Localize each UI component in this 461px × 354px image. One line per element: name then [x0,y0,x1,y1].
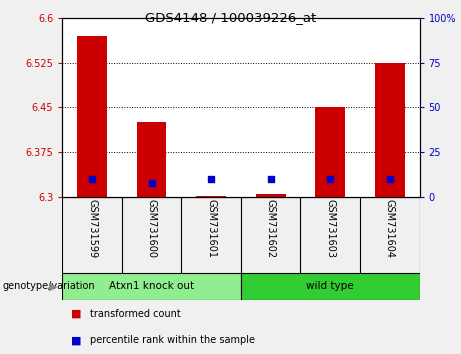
Text: percentile rank within the sample: percentile rank within the sample [90,335,255,346]
Bar [196,196,226,197]
Point [207,176,215,182]
Bar [77,36,107,197]
Bar [375,63,405,197]
Text: Atxn1 knock out: Atxn1 knock out [109,281,194,291]
Text: GSM731601: GSM731601 [206,199,216,258]
Text: GSM731600: GSM731600 [147,199,157,258]
Bar [136,122,166,197]
Point [89,176,96,182]
Text: ■: ■ [71,335,82,346]
Bar [62,273,241,299]
Point [326,176,334,182]
Bar [256,194,285,197]
Text: ▶: ▶ [49,281,58,291]
Text: GDS4148 / 100039226_at: GDS4148 / 100039226_at [145,11,316,24]
Text: wild type: wild type [307,281,354,291]
Text: transformed count: transformed count [90,309,181,319]
Point [267,176,274,182]
Text: GSM731599: GSM731599 [87,199,97,258]
Text: GSM731604: GSM731604 [385,199,395,258]
Text: GSM731603: GSM731603 [325,199,335,258]
Bar [241,273,420,299]
Text: ■: ■ [71,309,82,319]
Text: GSM731602: GSM731602 [266,199,276,258]
Point [386,176,393,182]
Text: genotype/variation: genotype/variation [2,281,95,291]
Bar [315,108,345,197]
Point [148,180,155,185]
